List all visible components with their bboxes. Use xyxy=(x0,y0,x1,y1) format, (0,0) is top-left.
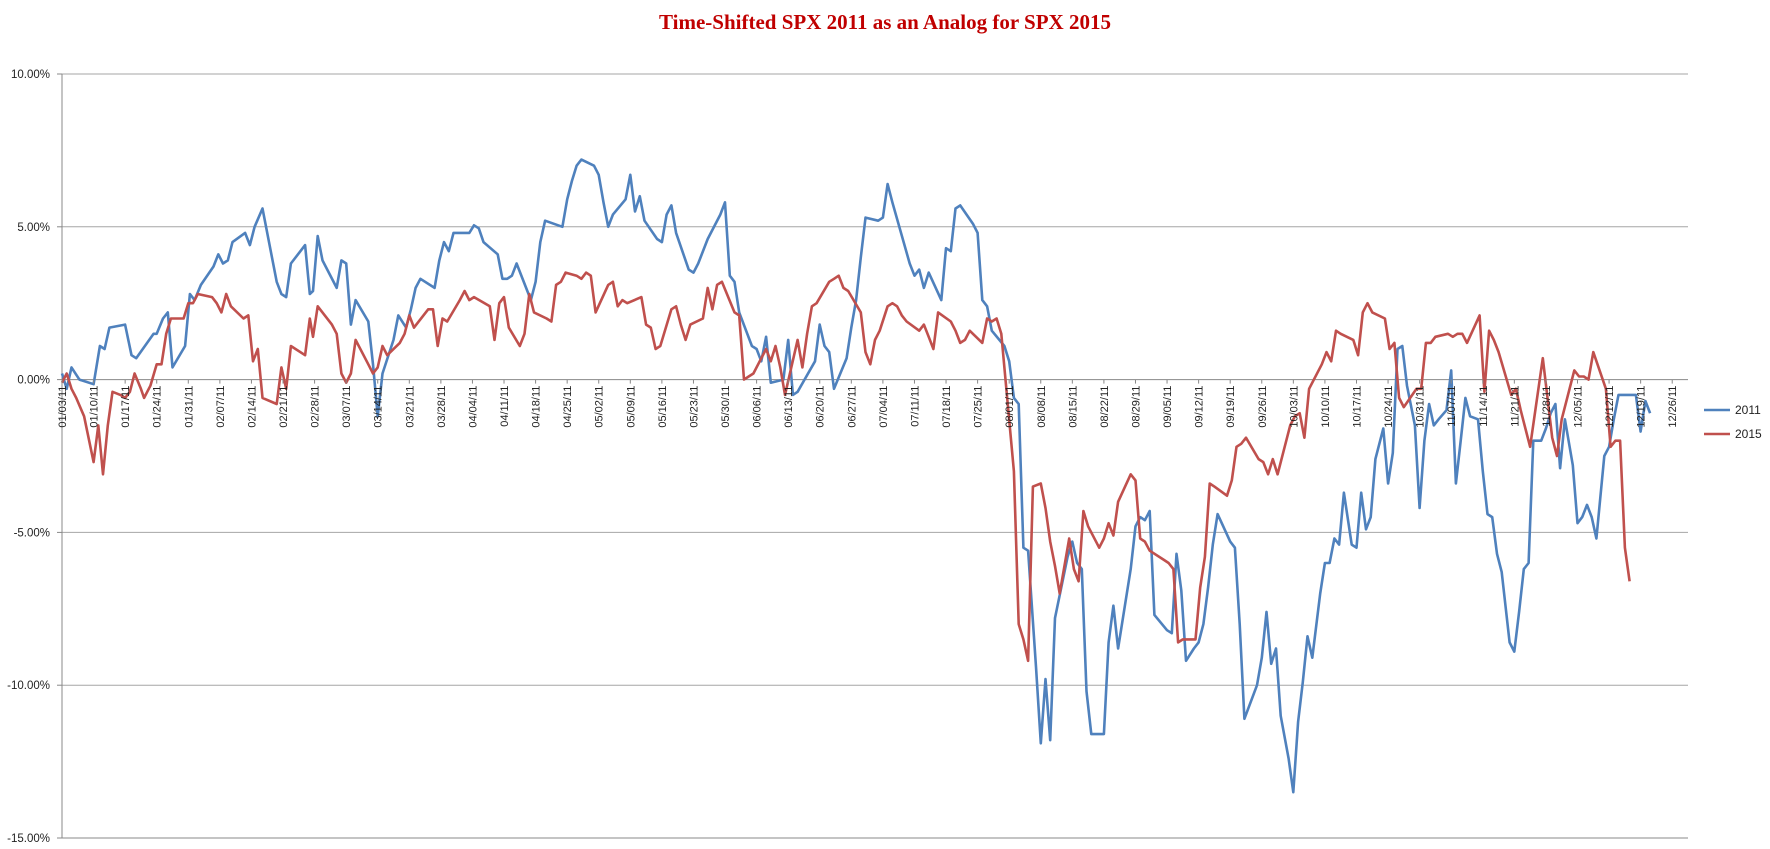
x-tick-label: 02/14/11 xyxy=(246,386,258,428)
x-tick-label: 06/13/11 xyxy=(783,386,795,428)
x-tick-label: 12/05/11 xyxy=(1572,386,1584,428)
x-tick-label: 10/24/11 xyxy=(1383,386,1395,428)
x-tick-label: 04/04/11 xyxy=(467,386,479,428)
y-axis-ticks: 10.00% 5.00% 0.00% -5.00% -10.00% -15.00% xyxy=(7,69,62,845)
x-tick-label: 06/20/11 xyxy=(815,386,827,428)
x-tick-label: 08/15/11 xyxy=(1067,386,1079,428)
x-tick-label: 11/14/11 xyxy=(1478,386,1490,427)
x-tick-label: 09/05/11 xyxy=(1162,386,1174,428)
x-tick-label: 11/28/11 xyxy=(1541,386,1553,427)
x-tick-label: 05/16/11 xyxy=(657,386,669,428)
x-tick-label: 03/14/11 xyxy=(373,386,385,428)
x-tick-label: 05/02/11 xyxy=(594,386,606,428)
legend-label-2015: 2015 xyxy=(1735,427,1762,441)
x-tick-label: 07/25/11 xyxy=(973,386,985,428)
series-lines xyxy=(60,158,1652,794)
x-tick-label: 02/21/11 xyxy=(278,386,290,428)
axes xyxy=(61,74,1688,839)
x-tick-label: 07/11/11 xyxy=(909,386,921,427)
x-tick-label: 12/19/11 xyxy=(1636,386,1648,428)
x-tick-label: 01/17/11 xyxy=(120,386,132,428)
x-tick-label: 05/09/11 xyxy=(625,386,637,428)
x-tick-label: 10/10/11 xyxy=(1320,386,1332,428)
y-tick-label: 0.00% xyxy=(17,375,50,387)
y-tick-label: 10.00% xyxy=(11,69,50,81)
x-tick-label: 05/30/11 xyxy=(720,386,732,428)
x-tick-label: 08/08/11 xyxy=(1036,386,1048,428)
x-tick-label: 04/18/11 xyxy=(531,386,543,428)
x-tick-label: 08/22/11 xyxy=(1099,386,1111,428)
series-line-2011 xyxy=(60,158,1652,794)
legend-label-2011: 2011 xyxy=(1735,403,1761,417)
series-line-2015 xyxy=(60,271,1631,663)
y-tick-label: -5.00% xyxy=(14,527,50,539)
x-tick-label: 07/04/11 xyxy=(878,386,890,428)
x-tick-label: 02/28/11 xyxy=(310,386,322,428)
legend: 2011 2015 xyxy=(1704,403,1762,441)
x-tick-label: 06/27/11 xyxy=(846,386,858,428)
x-tick-label: 02/07/11 xyxy=(215,386,227,428)
x-tick-label: 11/07/11 xyxy=(1446,386,1458,427)
x-tick-label: 03/07/11 xyxy=(341,386,353,428)
x-tick-label: 10/31/11 xyxy=(1415,386,1427,428)
gridlines xyxy=(62,73,1688,686)
x-tick-label: 12/12/11 xyxy=(1604,386,1616,428)
x-tick-label: 05/23/11 xyxy=(688,386,700,428)
x-tick-label: 08/29/11 xyxy=(1130,386,1142,428)
x-tick-label: 08/01/11 xyxy=(1004,386,1016,428)
x-tick-label: 03/21/11 xyxy=(404,386,416,428)
x-tick-label: 04/11/11 xyxy=(499,386,511,427)
x-tick-label: 01/31/11 xyxy=(183,386,195,428)
x-tick-label: 06/06/11 xyxy=(752,386,764,428)
x-tick-label: 03/28/11 xyxy=(436,386,448,428)
y-tick-label: 5.00% xyxy=(17,222,50,234)
y-tick-label: -15.00% xyxy=(7,833,50,845)
x-tick-label: 01/03/11 xyxy=(57,386,69,428)
x-tick-label: 09/12/11 xyxy=(1194,386,1206,428)
chart-title: Time-Shifted SPX 2011 as an Analog for S… xyxy=(659,10,1111,34)
x-tick-label: 10/17/11 xyxy=(1351,386,1363,428)
x-tick-label: 04/25/11 xyxy=(562,386,574,428)
x-tick-label: 09/26/11 xyxy=(1257,386,1269,428)
y-tick-label: -10.00% xyxy=(7,680,50,692)
x-tick-label: 11/21/11 xyxy=(1509,386,1521,427)
x-tick-label: 12/26/11 xyxy=(1667,386,1679,428)
x-axis-ticks: 01/03/11 01/10/11 01/17/11 01/24/11 01/31/11… xyxy=(57,379,1679,428)
x-tick-label: 01/24/11 xyxy=(152,386,164,428)
x-tick-label: 07/18/11 xyxy=(941,386,953,428)
x-tick-label: 01/10/11 xyxy=(89,386,101,428)
x-tick-label: 09/19/11 xyxy=(1225,386,1237,428)
x-tick-label: 10/03/11 xyxy=(1288,386,1300,428)
